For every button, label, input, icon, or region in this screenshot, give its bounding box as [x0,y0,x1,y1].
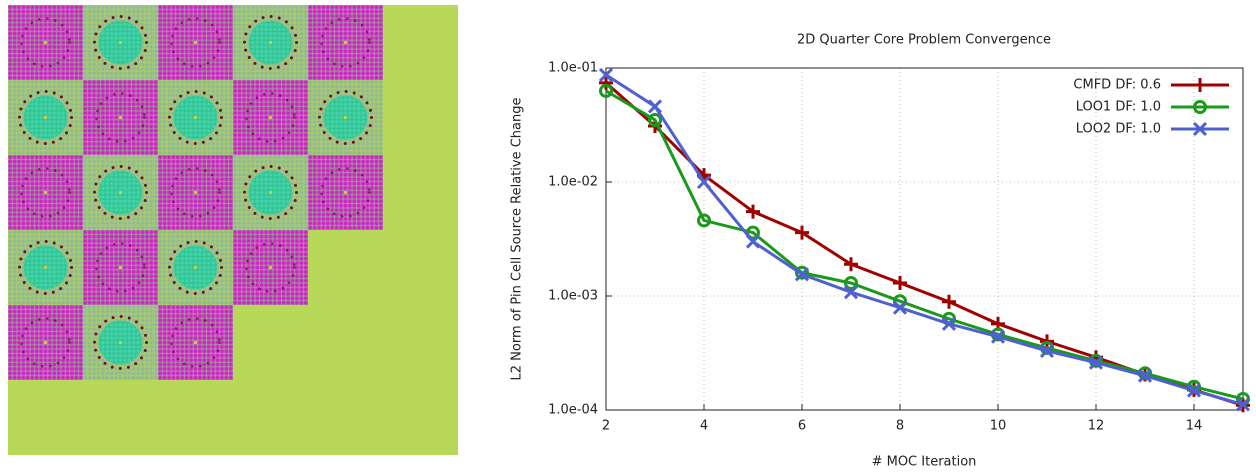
assembly [158,155,233,230]
assembly [8,305,83,380]
x-tick-label: 10 [990,419,1007,434]
series-line [606,91,1243,399]
assembly [233,230,308,305]
assembly [233,5,308,80]
legend-label: LOO1 DF: 1.0 [1076,100,1161,115]
assembly [83,80,158,155]
y-axis-label: L2 Norm of Pin Cell Source Relative Chan… [510,98,525,381]
page: 2D Quarter Core Problem Convergence # MO… [0,0,1256,470]
legend-marker [1193,78,1207,92]
chart-title: 2D Quarter Core Problem Convergence [797,33,1051,48]
assembly [233,80,308,155]
y-tick-label: 1.0e-03 [548,289,598,304]
x-axis-label: # MOC Iteration [872,455,977,470]
assembly [8,5,83,80]
y-tick-label: 1.0e-01 [548,61,598,76]
marker [893,276,907,290]
marker [942,295,956,309]
x-tick-label: 2 [602,419,610,434]
legend-label: CMFD DF: 0.6 [1073,78,1161,93]
assembly [158,305,233,380]
assembly [158,230,233,305]
marker [649,100,661,112]
assembly [8,155,83,230]
legend-label: LOO2 DF: 1.0 [1076,122,1161,137]
core-diagram [8,5,458,455]
plot-frame [606,68,1243,410]
assembly [308,5,383,80]
y-tick-label: 1.0e-02 [548,175,598,190]
assembly [83,155,158,230]
assembly [8,230,83,305]
assembly [83,305,158,380]
x-tick-label: 8 [896,419,904,434]
assembly [308,155,383,230]
assembly [308,80,383,155]
assembly [83,230,158,305]
x-tick-label: 6 [798,419,806,434]
chart: 2D Quarter Core Problem Convergence # MO… [510,33,1251,470]
y-tick-label: 1.0e-04 [548,403,598,418]
assembly [158,5,233,80]
assembly [233,155,308,230]
assembly [83,5,158,80]
x-tick-label: 12 [1088,419,1105,434]
x-tick-label: 14 [1186,419,1203,434]
x-tick-label: 4 [700,419,708,434]
assembly [8,80,83,155]
assembly [158,80,233,155]
